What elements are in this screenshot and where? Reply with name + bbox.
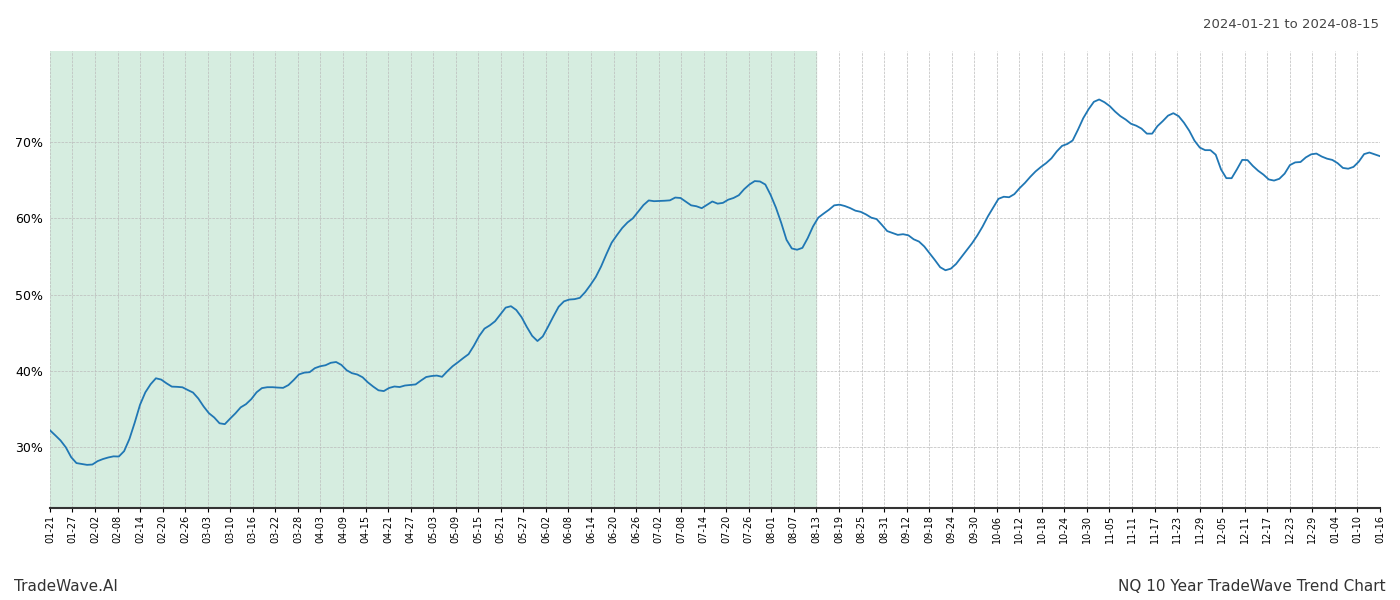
Text: TradeWave.AI: TradeWave.AI <box>14 579 118 594</box>
Text: NQ 10 Year TradeWave Trend Chart: NQ 10 Year TradeWave Trend Chart <box>1119 579 1386 594</box>
Text: 2024-01-21 to 2024-08-15: 2024-01-21 to 2024-08-15 <box>1203 18 1379 31</box>
Bar <box>50 51 816 508</box>
